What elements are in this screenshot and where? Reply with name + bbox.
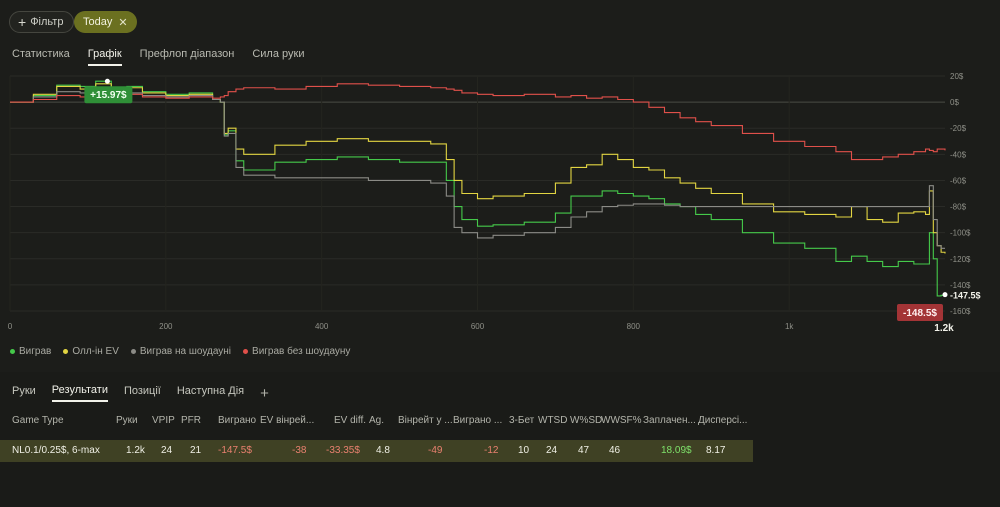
cell-ev-diff: -33.35$: [326, 445, 360, 456]
tab-graph[interactable]: Графік: [87, 48, 122, 66]
end-point-marker: [942, 292, 948, 298]
col-header[interactable]: Ag.: [369, 415, 385, 426]
series-line-2: [10, 89, 945, 249]
legend-label: Виграв: [19, 346, 52, 357]
legend-item-allin-ev[interactable]: Олл-ін EV: [63, 346, 119, 357]
y-tick-label: -160$: [950, 307, 971, 316]
col-header[interactable]: WTSD: [538, 415, 568, 426]
legend-item-showdown[interactable]: Виграв на шоудауні: [130, 346, 232, 357]
col-header[interactable]: VPIP: [152, 415, 175, 426]
series-line-1: [10, 83, 946, 254]
y-tick-label: 20$: [950, 72, 964, 81]
results-chart[interactable]: 20$ 0$ -20$ -40$ -60$ -80$ -100$ -120$ -140$ -160…: [0, 66, 1000, 346]
legend-dot-icon: [10, 349, 15, 354]
max-label-badge: [84, 86, 133, 104]
y-tick-label: -100$: [950, 229, 971, 238]
bottom-tabs: Руки Результати Позиції Наступна Дія +: [12, 384, 269, 402]
cell-ag: 4.8: [376, 445, 390, 456]
tab-positions[interactable]: Позиції: [123, 385, 161, 397]
col-header[interactable]: Game Type: [12, 415, 64, 426]
tab-statistics[interactable]: Статистика: [12, 48, 70, 60]
y-tick-label: -140$: [950, 281, 971, 290]
tab-hands[interactable]: Руки: [12, 385, 36, 397]
cell-game-type: NL0.1/0.25$, 6-max: [12, 445, 100, 456]
min-label: -148.5$: [903, 308, 937, 319]
close-icon[interactable]: ✕: [118, 16, 128, 29]
tab-hand-strength[interactable]: Сила руки: [252, 48, 305, 60]
cell-wtsd: 24: [546, 445, 558, 456]
col-header[interactable]: Заплачен...: [643, 415, 696, 426]
x-end-label: 1.2k: [934, 323, 954, 334]
y-tick-label: -60$: [950, 176, 967, 185]
x-tick-label: 1k: [785, 322, 794, 331]
y-tick-label: -80$: [950, 203, 967, 212]
x-tick-label: 800: [627, 322, 641, 331]
col-header[interactable]: PFR: [181, 415, 201, 426]
max-point-marker: [104, 78, 110, 84]
y-tick-label: 0$: [950, 98, 959, 107]
col-header[interactable]: Вінрейт у ...: [398, 415, 453, 426]
min-label-badge: [897, 304, 943, 321]
col-header[interactable]: Виграно ...: [453, 415, 503, 426]
today-filter-chip[interactable]: Today ✕: [74, 11, 137, 33]
series-line-3: [10, 83, 946, 161]
cell-ev-winrate: -38: [292, 445, 307, 456]
x-tick-label: 400: [315, 322, 329, 331]
col-header[interactable]: W%SD: [570, 415, 603, 426]
col-header[interactable]: EV diff.: [334, 415, 367, 426]
x-tick-label: 600: [471, 322, 485, 331]
plus-icon: +: [18, 14, 27, 30]
chart-legend: Виграв Олл-ін EV Виграв на шоудауні Вигр…: [10, 346, 350, 357]
col-header[interactable]: 3-Бет: [509, 415, 535, 426]
legend-item-non-showdown[interactable]: Виграв без шоудауну: [243, 346, 350, 357]
legend-label: Виграв без шоудауну: [252, 346, 351, 357]
col-header[interactable]: Виграно: [218, 415, 257, 426]
cell-hands: 1.2k: [126, 445, 145, 456]
legend-dot-icon: [243, 349, 249, 354]
tab-preflop-range[interactable]: Префлоп діапазон: [139, 48, 235, 60]
filter-button[interactable]: + Фільтр: [9, 11, 75, 33]
legend-item-won[interactable]: Виграв: [10, 346, 51, 357]
tab-results[interactable]: Результати: [51, 384, 108, 402]
cell-paid: 18.09$: [661, 445, 692, 456]
cell-pfr: 21: [190, 445, 202, 456]
col-header[interactable]: Дисперсі...: [698, 415, 748, 426]
col-header[interactable]: Руки: [116, 415, 138, 426]
top-bar: + Фільтр Today ✕: [0, 0, 1000, 42]
y-tick-label: -40$: [950, 150, 967, 159]
max-label: +15.97$: [90, 90, 127, 101]
cell-won2: -12: [484, 445, 499, 456]
cell-wwsf: 46: [609, 445, 621, 456]
col-header[interactable]: EV вінрей...: [260, 415, 315, 426]
filter-label: Фільтр: [30, 16, 64, 28]
cell-won: -147.5$: [218, 445, 252, 456]
y-tick-label: -20$: [950, 124, 967, 133]
table-header: Game Type Руки VPIP PFR Виграно EV вінре…: [0, 412, 1000, 432]
cell-3bet: 10: [518, 445, 530, 456]
cell-dispersion: 8.17: [706, 445, 726, 456]
legend-label: Олл-ін EV: [72, 346, 119, 357]
legend-dot-icon: [130, 349, 136, 354]
legend-dot-icon: [63, 349, 69, 354]
main-tabs: Статистика Графік Префлоп діапазон Сила …: [12, 48, 304, 66]
cell-winrate: -49: [428, 445, 443, 456]
x-tick-label: 0: [8, 322, 13, 331]
table-row[interactable]: NL0.1/0.25$, 6-max 1.2k 24 21 -147.5$ -3…: [0, 440, 753, 462]
today-label: Today: [83, 16, 113, 28]
y-tick-label: -120$: [950, 255, 971, 264]
add-tab-icon[interactable]: +: [260, 384, 269, 402]
cell-vpip: 24: [161, 445, 173, 456]
bottom-panel: Руки Результати Позиції Наступна Дія + G…: [0, 372, 1000, 507]
cell-wsd: 47: [578, 445, 590, 456]
tab-next-action[interactable]: Наступна Дія: [176, 385, 245, 397]
col-header[interactable]: WWSF%: [601, 415, 642, 426]
legend-label: Виграв на шоудауні: [139, 346, 232, 357]
x-tick-label: 200: [159, 322, 173, 331]
end-value-label: -147.5$: [950, 291, 981, 301]
